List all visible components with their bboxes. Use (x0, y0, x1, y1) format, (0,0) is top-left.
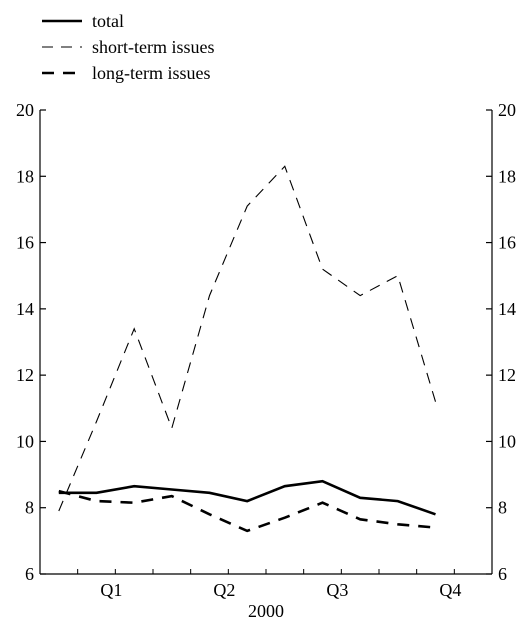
axes: 6 6 8 8 10 10 12 12 14 14 16 16 18 18 20 20 Q1 Q2 Q3 Q4 2000 (16, 100, 516, 621)
y-tick-label-left: 14 (16, 299, 34, 319)
plot-area (58, 165, 437, 533)
series-line-long-term-issues (58, 489, 436, 533)
x-tick-label: Q2 (213, 580, 235, 600)
y-tick-label-left: 10 (16, 431, 34, 451)
y-tick-label-left: 20 (16, 100, 34, 120)
y-tick-label-right: 12 (498, 365, 516, 385)
y-tick-label-left: 8 (25, 498, 34, 518)
y-tick-label-right: 16 (498, 233, 516, 253)
y-tick-label-right: 20 (498, 100, 516, 120)
x-tick-label: Q3 (326, 580, 348, 600)
legend: total short-term issues long-term issues (42, 11, 214, 83)
legend-label: long-term issues (92, 63, 211, 83)
y-tick-label-right: 8 (498, 498, 507, 518)
y-tick-label-right: 18 (498, 166, 516, 186)
y-tick-label-left: 18 (16, 166, 34, 186)
series-line-short-term-issues (58, 165, 437, 512)
y-tick-label-right: 6 (498, 564, 507, 584)
y-tick-label-left: 12 (16, 365, 34, 385)
series-line-total (58, 479, 436, 516)
y-tick-label-left: 16 (16, 233, 34, 253)
legend-label: short-term issues (92, 37, 214, 57)
y-tick-label-left: 6 (25, 564, 34, 584)
x-tick-label: Q4 (439, 580, 461, 600)
y-tick-label-right: 10 (498, 431, 516, 451)
x-axis-label: 2000 (248, 601, 284, 621)
y-tick-label-right: 14 (498, 299, 516, 319)
x-tick-label: Q1 (100, 580, 122, 600)
legend-label: total (92, 11, 124, 31)
